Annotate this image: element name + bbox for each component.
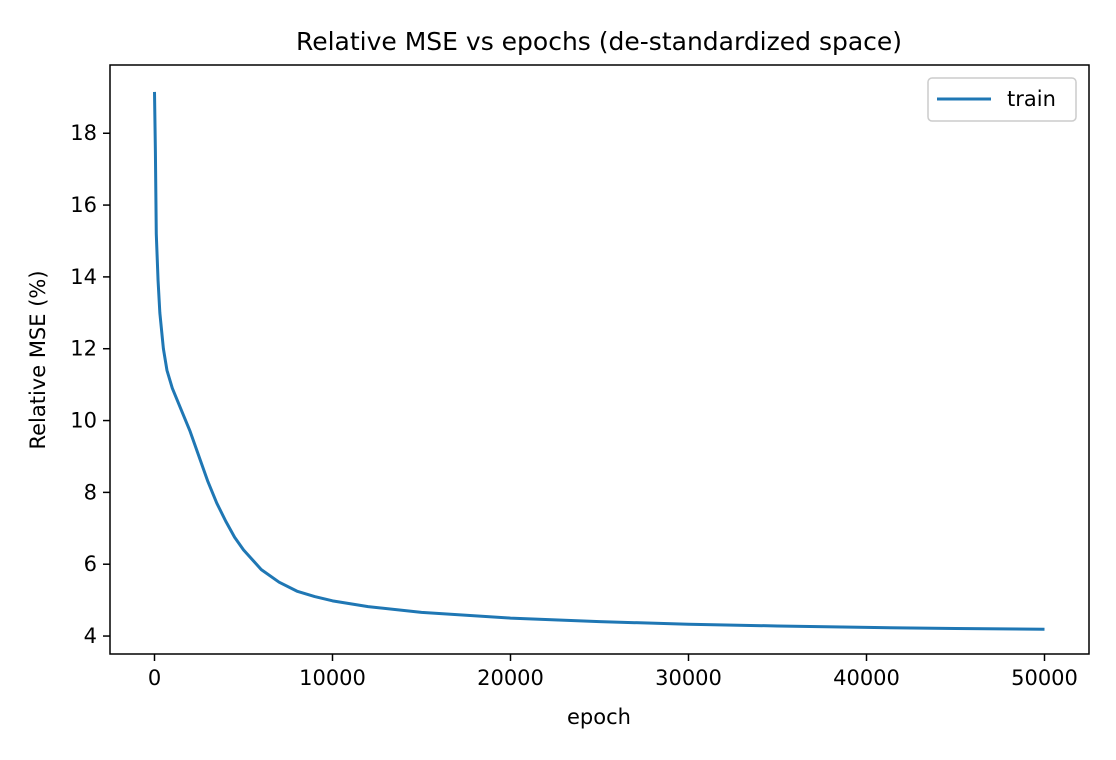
x-axis-label: epoch (567, 705, 631, 729)
x-axis: 0 10000 20000 30000 40000 50000 (148, 654, 1078, 690)
x-tick-label: 50000 (1011, 666, 1078, 690)
y-tick-label: 6 (84, 552, 97, 576)
legend-box (927, 77, 1077, 122)
y-tick-label: 10 (70, 409, 97, 433)
x-tick-label: 30000 (655, 666, 722, 690)
x-tick-label: 40000 (833, 666, 900, 690)
chart-title: Relative MSE vs epochs (de-standardized … (296, 27, 902, 56)
legend-label-train: train (1007, 87, 1056, 111)
y-tick-label: 18 (70, 121, 97, 145)
y-tick-label: 4 (84, 624, 97, 648)
plot-frame (109, 64, 1090, 655)
series-line-train (153, 91, 1045, 631)
legend: train (927, 77, 1077, 122)
x-tick-label: 20000 (477, 666, 544, 690)
y-axis: 4 6 8 10 12 14 16 18 (70, 121, 110, 648)
x-tick-label: 0 (148, 666, 161, 690)
y-tick-label: 14 (70, 265, 97, 289)
y-tick-label: 8 (84, 480, 97, 504)
y-tick-label: 16 (70, 193, 97, 217)
y-axis-label: Relative MSE (%) (26, 270, 50, 449)
y-tick-label: 12 (70, 337, 97, 361)
x-tick-label: 10000 (299, 666, 366, 690)
series-layer (153, 91, 1045, 631)
